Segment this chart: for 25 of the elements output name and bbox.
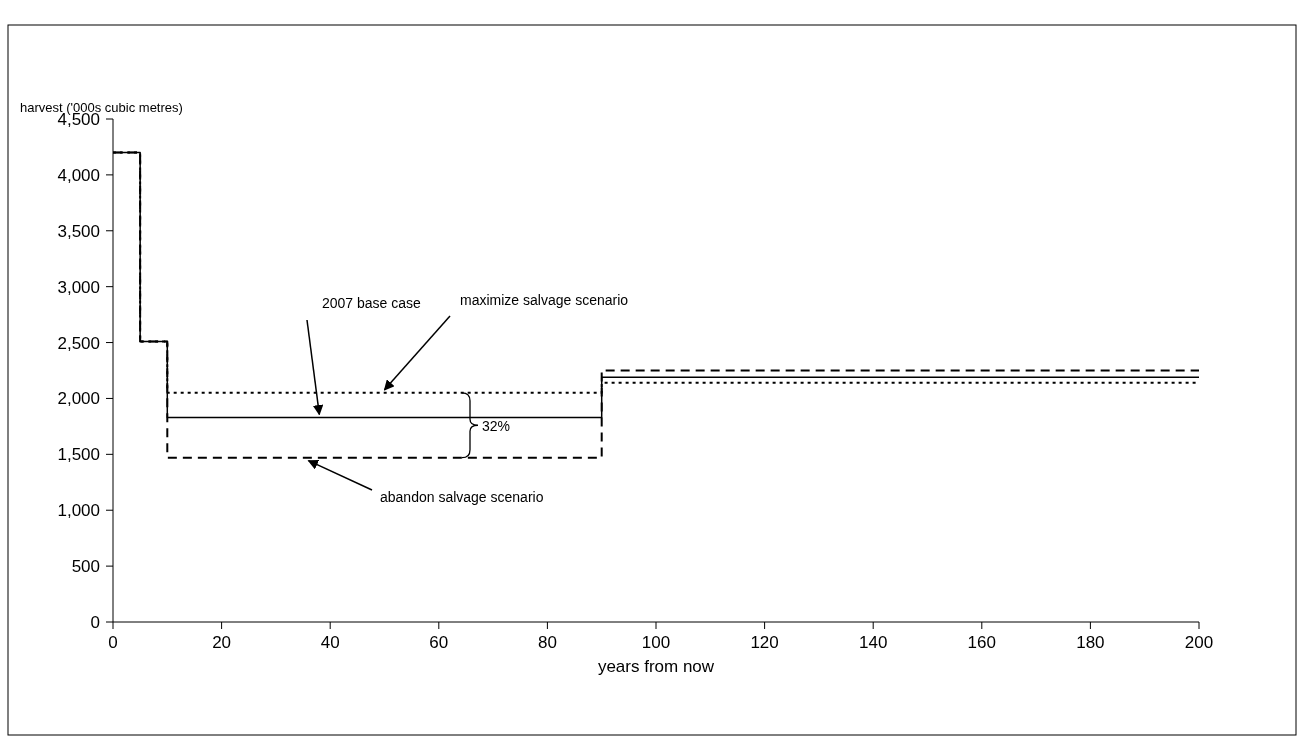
y-tick-label: 4,000 [57,165,100,185]
annotation: abandon salvage scenario [380,489,544,505]
annotation: 32% [482,418,511,435]
y-tick-label: 2,000 [57,389,100,409]
y-tick-label: 3,500 [57,221,100,241]
y-tick-label: 1,500 [57,445,100,465]
x-tick-label: 120 [750,633,779,652]
x-tick-label: 60 [429,633,449,652]
annotation: 2007 base case [322,295,422,311]
annotation: maximize salvage scenario [460,292,629,308]
y-tick-label: 2,500 [57,333,100,353]
y-tick-label: 500 [71,557,100,577]
x-tick-label: 200 [1184,633,1214,652]
x-tick-label: 180 [1076,633,1105,652]
y-tick-label: 1,000 [57,501,100,521]
x-tick-label: 100 [641,633,671,652]
x-tick-label: 0 [108,633,118,652]
x-axis-title: years from now [597,657,715,676]
x-tick-label: 20 [212,633,232,652]
x-tick-label: 160 [967,633,996,652]
y-tick-label: 3,000 [57,277,100,297]
x-tick-label: 80 [537,633,557,652]
y-tick-label: 0 [90,612,100,632]
x-tick-label: 140 [859,633,888,652]
x-tick-label: 40 [320,633,340,652]
